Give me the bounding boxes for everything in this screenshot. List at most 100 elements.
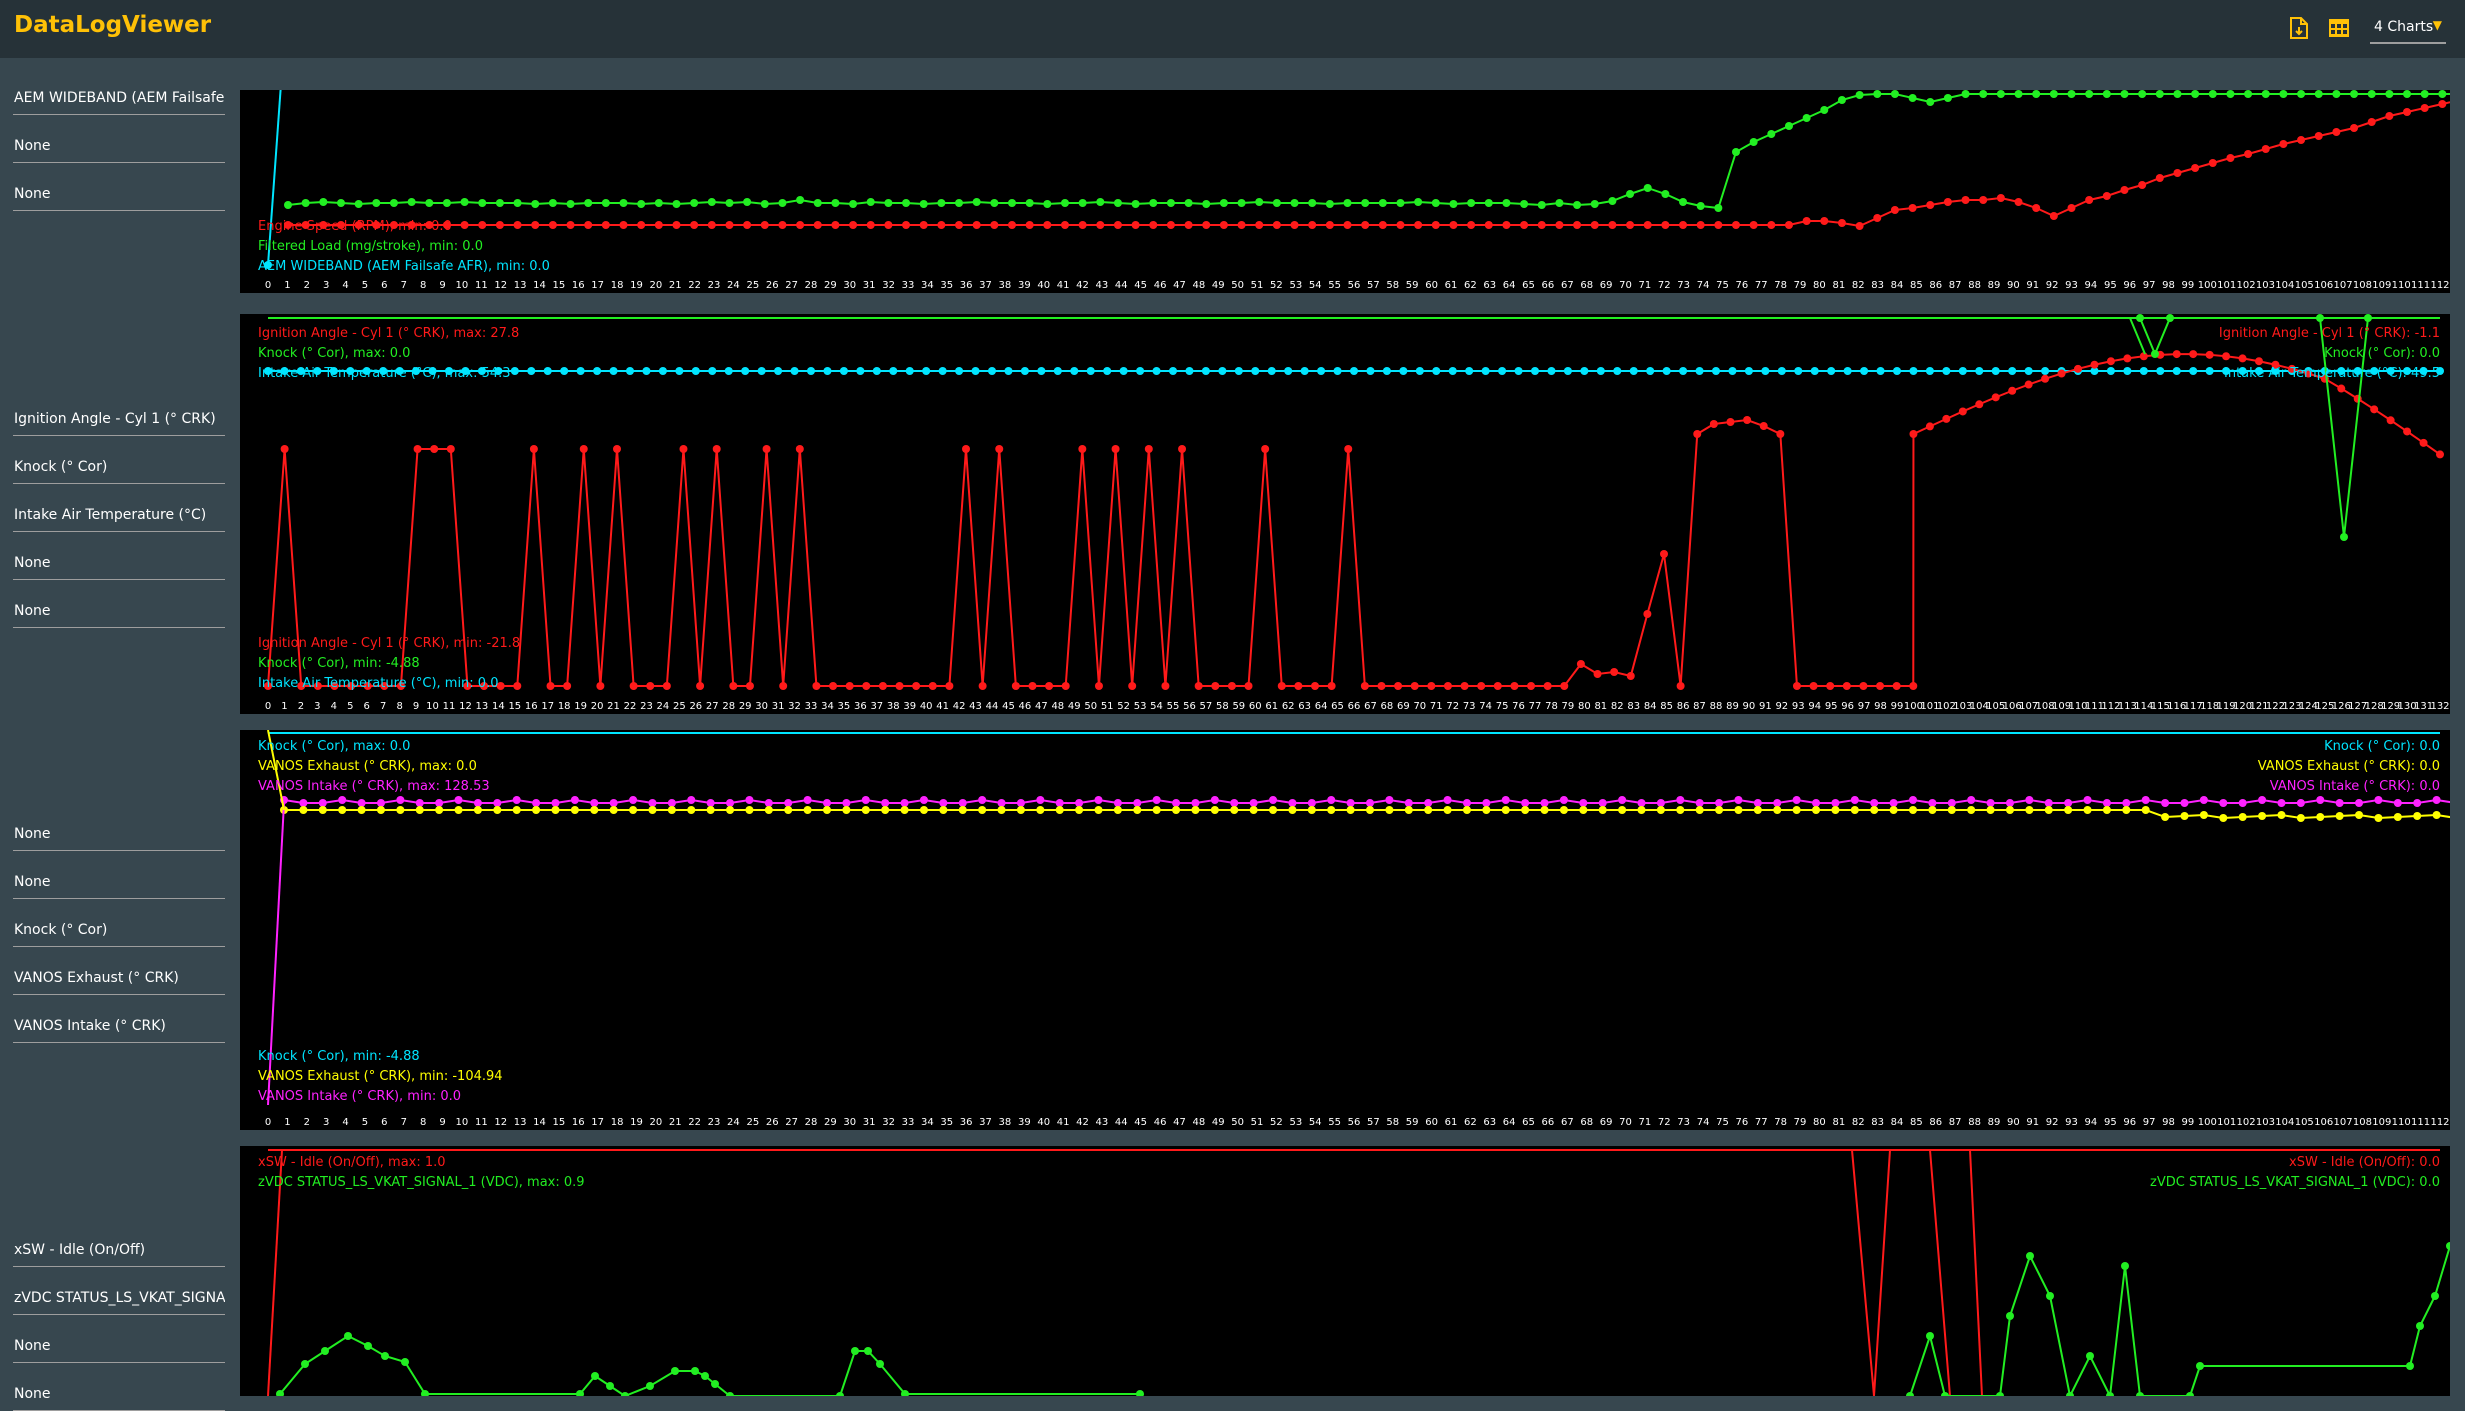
- series-select[interactable]: Knock (° Cor): [13, 453, 225, 484]
- x-tick-label: 91: [1759, 701, 1772, 712]
- series-line-point: [2067, 90, 2076, 98]
- series-line-point: [1520, 200, 1529, 208]
- x-tick-label: 10: [426, 701, 439, 712]
- x-tick-label: 36: [854, 701, 867, 712]
- series-line-point: [2090, 367, 2099, 375]
- series-line-point: [1394, 682, 1403, 690]
- series-line-point: [2139, 367, 2148, 375]
- chart-panel[interactable]: Engine Speed (RPM), min: 0.0 Filtered Loa…: [240, 90, 2450, 293]
- table-layout-icon[interactable]: [2325, 14, 2353, 42]
- series-line-point: [1443, 806, 1452, 814]
- series-line-point: [362, 367, 371, 375]
- x-tick-label: 51: [1101, 701, 1114, 712]
- series-line-point: [745, 806, 754, 814]
- series-select[interactable]: None: [13, 549, 225, 580]
- series-line-point: [1482, 806, 1491, 814]
- series-line-point: [2416, 1322, 2424, 1330]
- x-tick-label: 63: [1483, 280, 1496, 291]
- series-select[interactable]: xSW - Idle (On/Off): [13, 1236, 225, 1267]
- series-line-point: [741, 367, 750, 375]
- x-tick-label: 88: [1968, 1117, 1981, 1128]
- series-select[interactable]: Knock (° Cor): [13, 916, 225, 947]
- series-select[interactable]: None: [13, 180, 225, 211]
- series-label: AEM WIDEBAND (AEM Failsafe AFR), min: 0.…: [258, 259, 550, 274]
- series-line-point: [2044, 799, 2053, 807]
- series-select[interactable]: None: [13, 597, 225, 628]
- series-line-point: [1133, 806, 1142, 814]
- series-line-point: [532, 799, 541, 807]
- x-tick-label: 74: [1697, 280, 1710, 291]
- series-line-point: [1237, 221, 1246, 229]
- series-line-point: [299, 799, 308, 807]
- series-select[interactable]: None: [13, 868, 225, 899]
- series-line-point: [1008, 221, 1016, 229]
- series-line-point: [591, 1372, 599, 1380]
- series-line-point: [1726, 418, 1735, 426]
- series-select[interactable]: None: [13, 1380, 225, 1411]
- chart-panel[interactable]: Ignition Angle - Cyl 1 (° CRK), max: 27.…: [240, 314, 2450, 714]
- series-line-point: [839, 367, 848, 375]
- x-tick-label: 49: [1212, 1117, 1225, 1128]
- series-line-point: [396, 682, 405, 690]
- x-tick-label: 21: [607, 701, 620, 712]
- series-line-point: [1773, 799, 1782, 807]
- series-select[interactable]: AEM WIDEBAND (AEM Failsafe AFR): [13, 84, 225, 115]
- series-select[interactable]: VANOS Exhaust (° CRK): [13, 964, 225, 995]
- series-line-point: [1958, 367, 1967, 375]
- file-import-icon[interactable]: [2285, 14, 2313, 42]
- series-select[interactable]: None: [13, 1332, 225, 1363]
- series-select[interactable]: None: [13, 132, 225, 163]
- series-line-point: [1290, 221, 1299, 229]
- x-tick-label: 108: [2353, 1117, 2372, 1128]
- series-line-point: [922, 367, 931, 375]
- series-line-point: [2173, 169, 2182, 177]
- series-line-point: [1859, 682, 1868, 690]
- series-line-point: [1510, 682, 1519, 690]
- series-line-point: [1643, 610, 1652, 618]
- series-select[interactable]: VANOS Intake (° CRK): [13, 1012, 225, 1043]
- series-line-point: [1792, 682, 1801, 690]
- x-tick-label: 94: [1808, 701, 1821, 712]
- series-line-point: [1202, 221, 1211, 229]
- series-label: zVDC STATUS_LS_VKAT_SIGNAL_1 (VDC), max:…: [258, 1175, 585, 1190]
- series-line-point: [1113, 199, 1122, 207]
- x-tick-label: 64: [1503, 280, 1516, 291]
- x-tick-label: 11: [475, 280, 488, 291]
- series-select[interactable]: Intake Air Temperature (°C): [13, 501, 225, 532]
- series-line-point: [1078, 221, 1087, 229]
- x-tick-label: 37: [979, 280, 992, 291]
- x-tick-label: 99: [2182, 280, 2195, 291]
- x-tick-label: 95: [2104, 1117, 2117, 1128]
- series-line-point: [513, 199, 522, 207]
- series-line-point: [878, 682, 887, 690]
- series-line-point: [1317, 367, 1326, 375]
- x-tick-label: 35: [940, 280, 953, 291]
- x-tick-label: 17: [541, 701, 554, 712]
- series-line-point: [1637, 799, 1646, 807]
- chart-panel[interactable]: xSW - Idle (On/Off), max: 1.0 zVDC STATUS…: [240, 1146, 2450, 1396]
- series-line-point: [2403, 427, 2412, 436]
- series-line-point: [1850, 796, 1859, 804]
- series-select[interactable]: zVDC STATUS_LS_VKAT_SIGNAL_1 (VDC): [13, 1284, 225, 1315]
- x-tick-label: 42: [1076, 1117, 1089, 1128]
- x-tick-label: 47: [1173, 1117, 1186, 1128]
- series-line-point: [2367, 118, 2376, 126]
- chart-panel[interactable]: Knock (° Cor), max: 0.0 VANOS Exhaust (° …: [240, 730, 2450, 1130]
- x-tick-label: 16: [572, 280, 585, 291]
- series-select[interactable]: Ignition Angle - Cyl 1 (° CRK): [13, 405, 225, 436]
- series-line-point: [2173, 90, 2182, 98]
- series-line-point: [2196, 1362, 2204, 1370]
- series-select[interactable]: None: [13, 820, 225, 851]
- series-line-point: [760, 221, 769, 229]
- series-line-point: [1809, 682, 1818, 690]
- series-line-point: [955, 199, 964, 207]
- series-line-point: [2008, 386, 2017, 395]
- series-line-point: [606, 1382, 614, 1390]
- x-tick-label: 126: [2332, 701, 2351, 712]
- series-line-point: [829, 682, 838, 690]
- series-line-point: [1967, 796, 1976, 804]
- series-label: VANOS Intake (° CRK), min: 0.0: [258, 1089, 461, 1104]
- chart-count-select[interactable]: 4 Charts ▼: [2370, 14, 2446, 44]
- series-line-point: [1996, 1392, 2004, 1396]
- series-line-point: [1075, 799, 1084, 807]
